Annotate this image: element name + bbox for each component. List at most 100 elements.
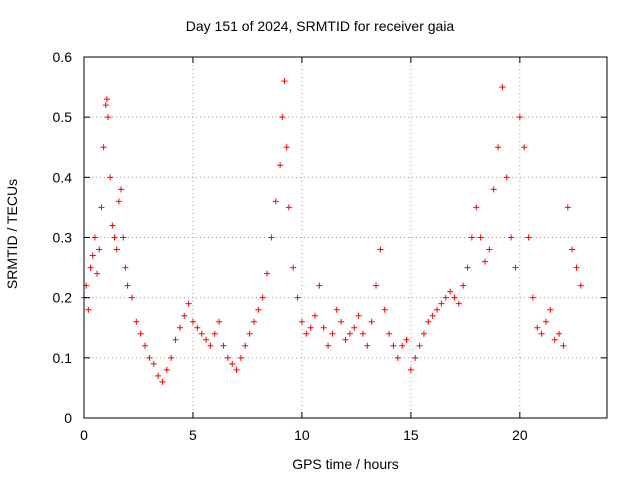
data-point (399, 342, 406, 349)
data-point (420, 330, 427, 337)
data-point (189, 318, 196, 325)
y-tick-label: 0.1 (53, 350, 73, 366)
data-point (94, 270, 101, 277)
data-point (460, 282, 467, 289)
data-point (373, 282, 380, 289)
data-point (207, 342, 214, 349)
data-point (198, 330, 205, 337)
data-point (325, 342, 332, 349)
x-tick-label: 5 (189, 427, 197, 443)
data-point (237, 354, 244, 361)
data-point (115, 198, 122, 205)
data-point (490, 186, 497, 193)
x-tick-label: 20 (512, 427, 528, 443)
data-point (290, 264, 297, 271)
x-tick-label: 10 (294, 427, 310, 443)
data-point (159, 378, 166, 385)
data-point (333, 306, 340, 313)
data-point (246, 330, 253, 337)
data-point (451, 294, 458, 301)
data-point (102, 102, 109, 109)
y-tick-label: 0.3 (53, 230, 73, 246)
data-point (100, 144, 107, 151)
data-point (390, 342, 397, 349)
data-point (120, 234, 127, 241)
data-point (529, 294, 536, 301)
data-point (181, 312, 188, 319)
data-point (556, 330, 563, 337)
y-tick-label: 0 (64, 410, 72, 426)
y-tick-label: 0.4 (53, 169, 73, 185)
data-point (538, 330, 545, 337)
data-point (272, 198, 279, 205)
data-point (91, 234, 98, 241)
data-point (416, 342, 423, 349)
y-tick-label: 0.2 (53, 290, 73, 306)
data-point (560, 342, 567, 349)
data-point (155, 372, 162, 379)
data-point (481, 258, 488, 265)
data-point (298, 318, 305, 325)
data-point (412, 354, 419, 361)
data-point (109, 222, 116, 229)
data-point (294, 294, 301, 301)
data-point (233, 366, 240, 373)
data-point (551, 336, 558, 343)
data-point (473, 204, 480, 211)
data-point (425, 318, 432, 325)
data-point (242, 342, 249, 349)
y-tick-label: 0.6 (53, 49, 73, 65)
data-point (381, 306, 388, 313)
data-point (569, 246, 576, 253)
data-point (211, 330, 218, 337)
data-point (194, 324, 201, 331)
data-point (359, 330, 366, 337)
data-point (283, 144, 290, 151)
data-point (394, 354, 401, 361)
data-point (351, 324, 358, 331)
data-points (81, 78, 584, 385)
data-point (285, 204, 292, 211)
data-point (564, 204, 571, 211)
data-point (438, 300, 445, 307)
data-point (146, 354, 153, 361)
data-point (407, 366, 414, 373)
data-point (96, 246, 103, 253)
x-axis-label: GPS time / hours (292, 456, 399, 472)
data-point (281, 78, 288, 85)
data-point (516, 114, 523, 121)
data-point (534, 324, 541, 331)
data-point (124, 282, 131, 289)
data-point (499, 84, 506, 91)
data-point (303, 330, 310, 337)
data-point (525, 234, 532, 241)
data-point (259, 294, 266, 301)
data-point (338, 318, 345, 325)
data-point (508, 234, 515, 241)
data-point (98, 204, 105, 211)
data-point (377, 246, 384, 253)
data-point (573, 264, 580, 271)
data-point (307, 324, 314, 331)
data-point (495, 144, 502, 151)
data-point (118, 186, 125, 193)
data-point (163, 366, 170, 373)
data-point (216, 318, 223, 325)
data-point (468, 234, 475, 241)
data-point (220, 342, 227, 349)
data-point (142, 342, 149, 349)
data-point (503, 174, 510, 181)
axis-ticks: 0 0.1 0.2 0.3 0.4 0.5 0.6 0 5 10 15 20 (53, 49, 607, 443)
data-point (128, 294, 135, 301)
data-point (250, 318, 257, 325)
data-point (268, 234, 275, 241)
data-point (364, 342, 371, 349)
data-point (85, 306, 92, 313)
data-point (386, 330, 393, 337)
data-point (477, 234, 484, 241)
data-point (255, 306, 262, 313)
x-tick-label: 15 (403, 427, 419, 443)
data-point (150, 360, 157, 367)
data-point (113, 246, 120, 253)
